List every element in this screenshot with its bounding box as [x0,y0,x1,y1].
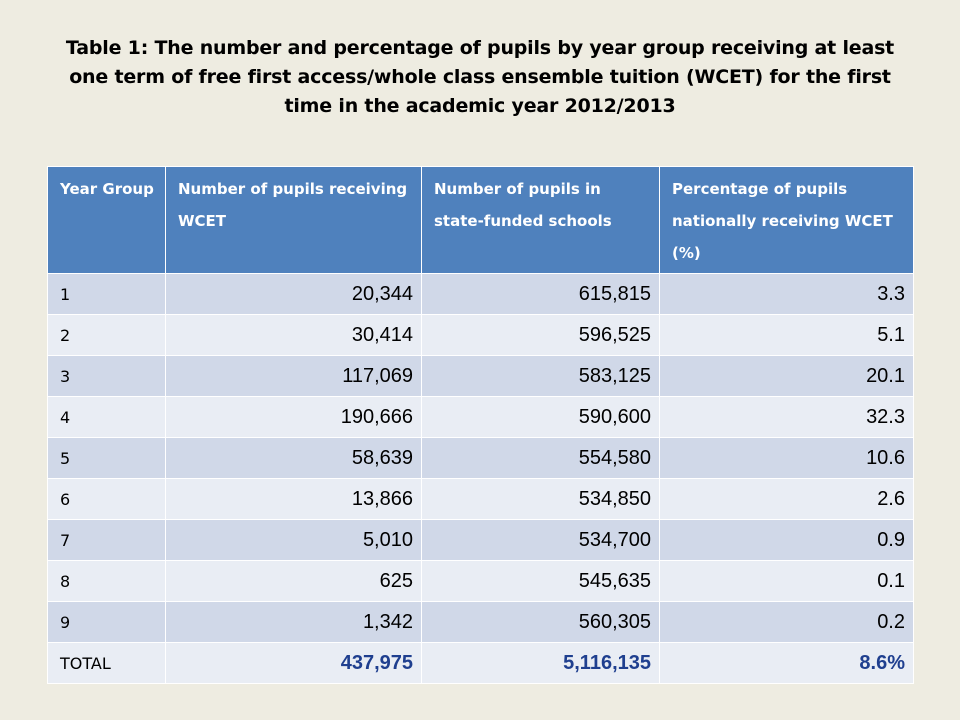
year-cell: 2 [47,314,166,356]
wcet-count-cell: 13,866 [165,478,422,520]
school-count-cell: 590,600 [421,396,660,438]
column-header-pupils-receiving-wcet: Number of pupils receiving WCET [165,166,422,274]
school-count-cell: 545,635 [421,560,660,602]
school-count-cell: 560,305 [421,601,660,643]
total-wcet-count-cell: 437,975 [165,642,422,684]
column-header-year-group: Year Group [47,166,166,274]
wcet-count-cell: 190,666 [165,396,422,438]
percentage-cell: 10.6 [659,437,914,479]
total-school-count-cell: 5,116,135 [421,642,660,684]
page-title: Table 1: The number and percentage of pu… [65,37,895,117]
table-row: 8 625 545,635 0.1 [47,560,914,602]
total-percentage-cell: 8.6% [659,642,914,684]
total-label-cell: TOTAL [47,642,166,684]
school-count-cell: 583,125 [421,355,660,397]
percentage-cell: 0.9 [659,519,914,561]
table-row: 4 190,666 590,600 32.3 [47,396,914,438]
table-row: 7 5,010 534,700 0.9 [47,519,914,561]
year-cell: 3 [47,355,166,397]
table-total-row: TOTAL 437,975 5,116,135 8.6% [47,642,914,684]
table-row: 9 1,342 560,305 0.2 [47,601,914,643]
school-count-cell: 554,580 [421,437,660,479]
school-count-cell: 596,525 [421,314,660,356]
school-count-cell: 534,850 [421,478,660,520]
wcet-count-cell: 58,639 [165,437,422,479]
percentage-cell: 2.6 [659,478,914,520]
year-cell: 5 [47,437,166,479]
percentage-cell: 5.1 [659,314,914,356]
year-cell: 8 [47,560,166,602]
percentage-cell: 20.1 [659,355,914,397]
school-count-cell: 615,815 [421,273,660,315]
wcet-count-cell: 625 [165,560,422,602]
column-header-pupils-in-state-schools: Number of pupils in state-funded schools [421,166,660,274]
table-row: 6 13,866 534,850 2.6 [47,478,914,520]
wcet-count-cell: 5,010 [165,519,422,561]
column-header-percentage: Percentage of pupils nationally receivin… [659,166,914,274]
percentage-cell: 32.3 [659,396,914,438]
year-cell: 7 [47,519,166,561]
wcet-count-cell: 20,344 [165,273,422,315]
table-row: 3 117,069 583,125 20.1 [47,355,914,397]
percentage-cell: 0.1 [659,560,914,602]
wcet-count-cell: 1,342 [165,601,422,643]
table-row: 1 20,344 615,815 3.3 [47,273,914,315]
percentage-cell: 3.3 [659,273,914,315]
year-cell: 4 [47,396,166,438]
table-header-row: Year Group Number of pupils receiving WC… [47,166,914,274]
year-cell: 6 [47,478,166,520]
data-table: Year Group Number of pupils receiving WC… [47,166,914,684]
table-row: 5 58,639 554,580 10.6 [47,437,914,479]
school-count-cell: 534,700 [421,519,660,561]
table-row: 2 30,414 596,525 5.1 [47,314,914,356]
year-cell: 1 [47,273,166,315]
year-cell: 9 [47,601,166,643]
percentage-cell: 0.2 [659,601,914,643]
wcet-count-cell: 117,069 [165,355,422,397]
wcet-count-cell: 30,414 [165,314,422,356]
